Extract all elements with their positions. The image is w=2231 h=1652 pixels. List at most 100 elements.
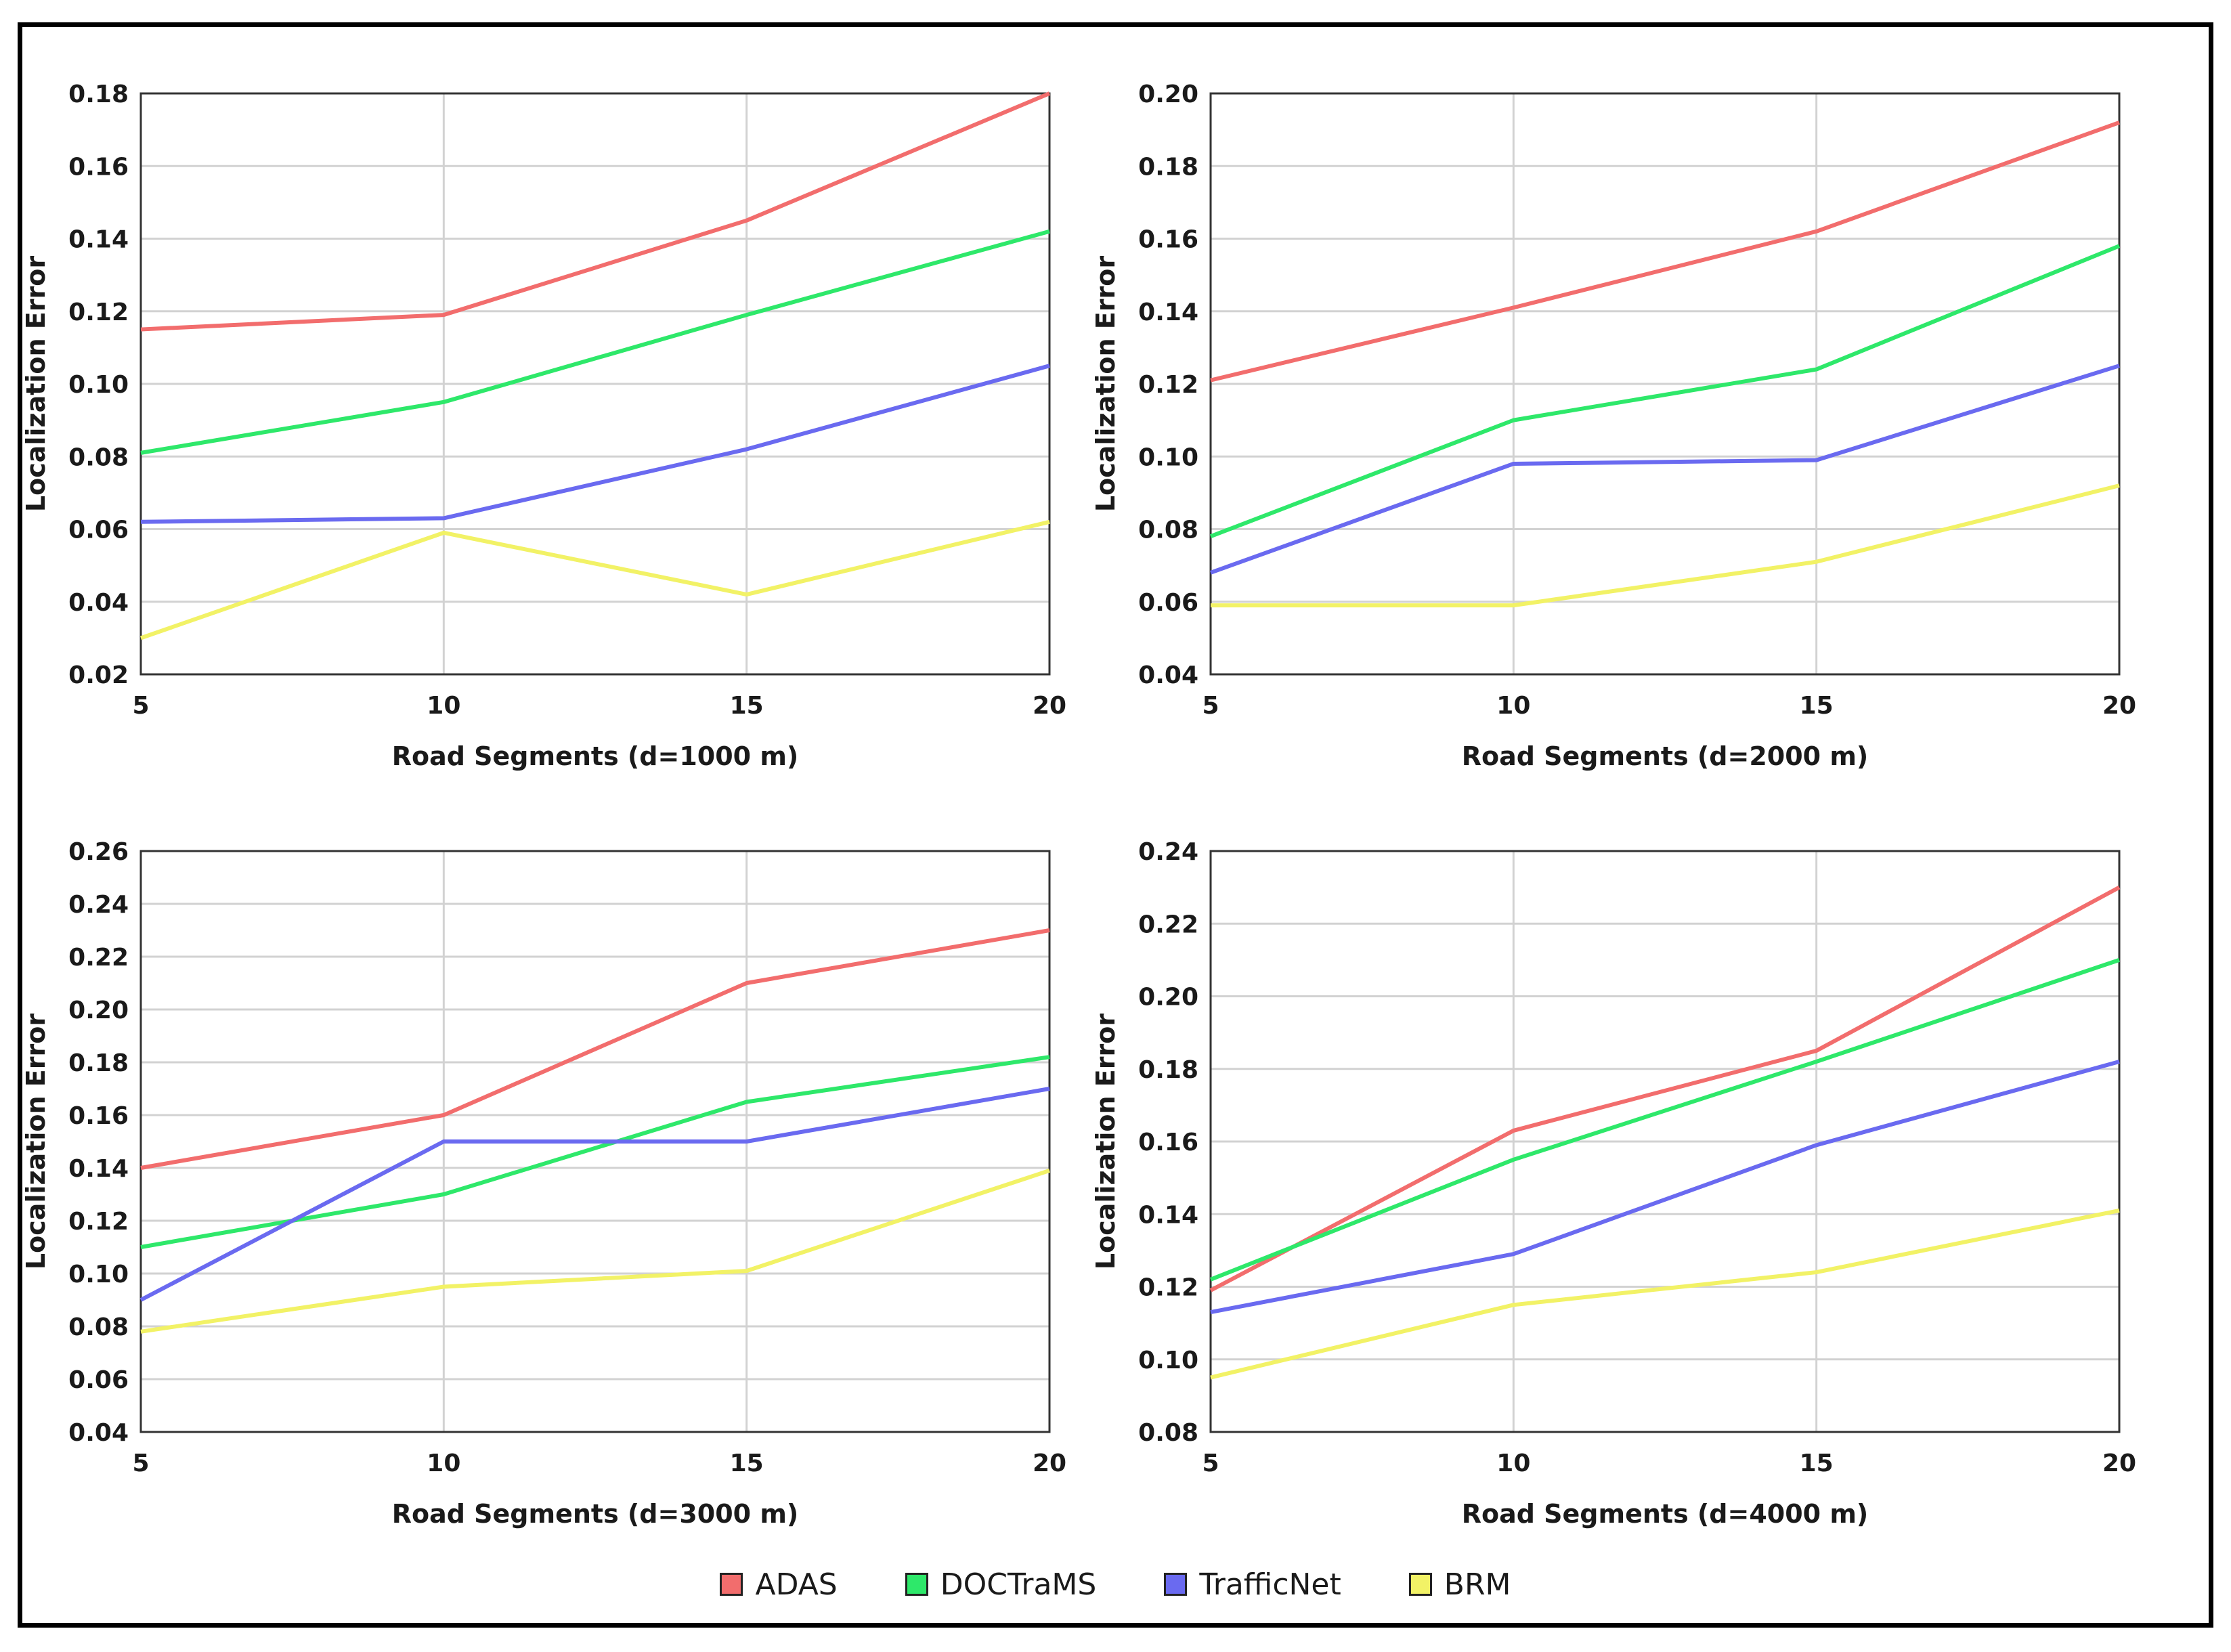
y-tick-label: 0.06: [1138, 589, 1198, 617]
series-line-trafficnet: [140, 364, 1050, 524]
legend-swatch-brm: [1408, 1573, 1432, 1596]
legend-swatch-trafficnet: [1164, 1573, 1188, 1596]
x-tick-label: 5: [1202, 692, 1219, 720]
y-tick-label: 0.10: [68, 371, 129, 399]
series-line-brm: [1211, 483, 2120, 608]
legend-item-brm: BRM: [1408, 1567, 1511, 1602]
x-axis-title: Road Segments (d=3000 m): [392, 1499, 799, 1529]
series-line-brm: [140, 519, 1050, 640]
y-tick-label: 0.12: [68, 1208, 129, 1236]
y-tick-label: 0.14: [1138, 1201, 1198, 1229]
y-axis-title: Localization Error: [1091, 1014, 1121, 1269]
chart-panel-d1000: 0.02 0.04 0.06 0.08 0.10 0.12 0.14 0.16 0.18 5 10 1…: [0, 57, 1110, 846]
x-tick-label: 20: [1033, 1450, 1066, 1477]
y-tick-label: 0.04: [68, 1419, 129, 1447]
plot-area-border: [1209, 92, 2121, 676]
line-chart-3: 0.08 0.10 0.12 0.14 0.16 0.18 0.20 0.22 0.24 5 10 1…: [1091, 838, 2136, 1529]
series-line-adas: [1210, 121, 2121, 383]
x-tick-label: 10: [1496, 1450, 1530, 1477]
line-chart-2: 0.04 0.06 0.08 0.10 0.12 0.14 0.16 0.18 0.20 0.22…: [21, 838, 1066, 1529]
y-tick-label: 0.10: [1138, 1347, 1198, 1374]
x-tick-label: 5: [1202, 1450, 1219, 1477]
y-tick-label: 0.20: [1138, 81, 1198, 108]
y-tick-label: 0.16: [1138, 1129, 1198, 1156]
x-tick-label: 15: [730, 1450, 764, 1477]
y-tick-label: 0.24: [68, 891, 129, 919]
x-tick-label: 20: [1033, 692, 1066, 720]
series-line-brm: [140, 1169, 1050, 1334]
x-tick-label: 10: [427, 1450, 460, 1477]
series-line-doctrams: [140, 229, 1050, 455]
series-line-trafficnet: [139, 1087, 1050, 1302]
legend-label-doctrams: DOCTraMS: [940, 1567, 1097, 1602]
y-tick-label: 0.04: [68, 589, 129, 617]
series-line-doctrams: [140, 1055, 1050, 1249]
y-tick-label: 0.20: [68, 997, 129, 1024]
y-tick-label: 0.08: [68, 443, 129, 471]
y-axis-title: Localization Error: [21, 1014, 51, 1269]
x-tick-label: 5: [132, 1450, 149, 1477]
x-tick-label: 15: [1800, 1450, 1834, 1477]
legend-swatch-doctrams: [905, 1573, 928, 1596]
y-axis-title: Localization Error: [21, 256, 51, 512]
x-axis-title: Road Segments (d=2000 m): [1462, 741, 1869, 771]
x-axis-title: Road Segments (d=4000 m): [1462, 1499, 1869, 1529]
y-axis-title: Localization Error: [1091, 256, 1121, 512]
series-line-adas: [1209, 885, 2121, 1292]
series-line-trafficnet: [1210, 1060, 2120, 1314]
y-tick-label: 0.16: [1138, 226, 1198, 254]
legend-item-doctrams: DOCTraMS: [905, 1567, 1097, 1602]
legend-label-brm: BRM: [1444, 1567, 1511, 1602]
y-tick-label: 0.22: [68, 944, 129, 972]
y-tick-label: 0.06: [68, 517, 129, 544]
y-tick-label: 0.14: [1138, 299, 1198, 326]
y-tick-label: 0.12: [68, 299, 129, 326]
y-tick-label: 0.20: [1138, 984, 1198, 1012]
x-tick-label: 10: [427, 692, 460, 720]
series-line-brm: [1210, 1208, 2120, 1380]
legend-item-adas: ADAS: [720, 1567, 838, 1602]
y-tick-label: 0.14: [68, 226, 129, 254]
chart-panel-d2000: 0.04 0.06 0.08 0.10 0.12 0.14 0.16 0.18 0.20 5 10 1…: [1070, 57, 2180, 846]
y-tick-label: 0.24: [1138, 838, 1198, 866]
series-line-adas: [140, 928, 1050, 1170]
y-tick-label: 0.08: [1138, 1419, 1198, 1447]
plot-area-border: [139, 92, 1051, 676]
y-tick-label: 0.18: [68, 81, 129, 108]
y-tick-label: 0.10: [68, 1261, 129, 1288]
series-line-adas: [140, 91, 1051, 332]
y-tick-label: 0.18: [1138, 153, 1198, 181]
y-tick-label: 0.18: [1138, 1056, 1198, 1084]
y-tick-label: 0.18: [68, 1049, 129, 1077]
x-tick-label: 15: [730, 692, 764, 720]
y-tick-label: 0.10: [1138, 443, 1198, 471]
y-tick-label: 0.04: [1138, 661, 1198, 689]
chart-panel-d4000: 0.08 0.10 0.12 0.14 0.16 0.18 0.20 0.22 0.24 5 10 1…: [1070, 814, 2180, 1603]
series-line-doctrams: [1209, 958, 2120, 1282]
y-tick-label: 0.22: [1138, 911, 1198, 938]
y-tick-label: 0.12: [1138, 371, 1198, 399]
y-tick-label: 0.26: [68, 838, 129, 866]
x-axis-title: Road Segments (d=1000 m): [392, 741, 799, 771]
legend-label-adas: ADAS: [755, 1567, 838, 1602]
x-tick-label: 5: [132, 692, 149, 720]
legend-swatch-adas: [720, 1573, 743, 1596]
line-chart-1: 0.04 0.06 0.08 0.10 0.12 0.14 0.16 0.18 0.20 5 10 1…: [1091, 81, 2136, 771]
chart-panel-d3000: 0.04 0.06 0.08 0.10 0.12 0.14 0.16 0.18 0.20 0.22…: [0, 814, 1110, 1603]
y-tick-label: 0.02: [68, 661, 129, 689]
legend-label-trafficnet: TrafficNet: [1199, 1567, 1341, 1602]
plot-area-border: [139, 850, 1051, 1433]
series-line-trafficnet: [1209, 364, 2120, 575]
legend-item-trafficnet: TrafficNet: [1164, 1567, 1341, 1602]
x-tick-label: 15: [1800, 692, 1834, 720]
y-tick-label: 0.16: [68, 1102, 129, 1130]
x-tick-label: 10: [1496, 692, 1530, 720]
x-tick-label: 20: [2102, 692, 2136, 720]
y-tick-label: 0.16: [68, 153, 129, 181]
y-tick-label: 0.08: [68, 1313, 129, 1341]
legend: ADAS DOCTraMS TrafficNet BRM: [0, 1557, 2231, 1611]
y-tick-label: 0.06: [68, 1366, 129, 1394]
series-line-doctrams: [1209, 244, 2121, 539]
line-chart-0: 0.02 0.04 0.06 0.08 0.10 0.12 0.14 0.16 0.18 5 10 1…: [21, 81, 1066, 771]
x-tick-label: 20: [2102, 1450, 2136, 1477]
